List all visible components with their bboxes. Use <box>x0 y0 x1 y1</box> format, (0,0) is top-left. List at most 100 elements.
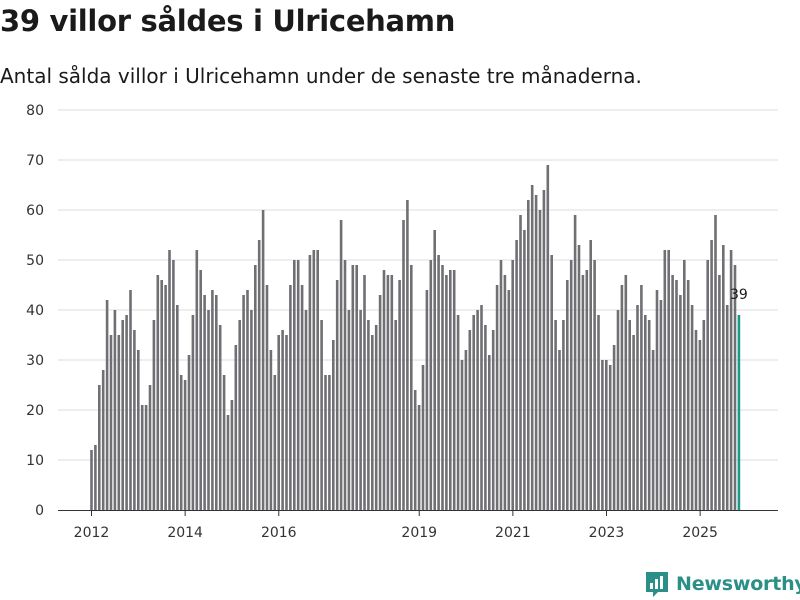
bar <box>109 335 113 510</box>
bar <box>390 275 394 510</box>
bar <box>569 260 573 510</box>
bar <box>191 315 195 510</box>
x-tick-label: 2023 <box>589 525 625 541</box>
bar <box>694 330 698 510</box>
bar <box>304 310 308 510</box>
bar <box>320 320 323 510</box>
axes: 0 10 20 30 40 50 60 70 80 2012 2014 2016 2019 2021 202… <box>26 103 778 541</box>
bar <box>437 255 440 510</box>
bar <box>542 190 546 510</box>
bar <box>550 255 553 510</box>
bar <box>152 320 156 510</box>
bar <box>125 315 128 510</box>
bar <box>710 240 713 510</box>
bar <box>605 360 608 510</box>
y-tick-label: 0 <box>35 503 44 519</box>
bar <box>725 305 729 510</box>
bar <box>620 285 624 510</box>
bar <box>702 320 706 510</box>
bar <box>534 195 538 510</box>
bar <box>215 295 218 510</box>
bar <box>328 375 331 510</box>
bar <box>203 295 206 510</box>
bar <box>273 375 277 510</box>
bar <box>644 315 647 510</box>
y-tick-label: 20 <box>26 403 44 419</box>
bar <box>546 165 550 510</box>
bar <box>254 265 257 510</box>
bar <box>679 295 682 510</box>
bar <box>308 255 312 510</box>
bar <box>179 375 183 510</box>
bar <box>597 315 600 510</box>
bar-highlight <box>737 315 741 510</box>
bar <box>156 275 160 510</box>
bar <box>640 285 643 510</box>
bar <box>402 220 405 510</box>
bar <box>335 280 339 510</box>
bar <box>394 320 397 510</box>
x-tick-label: 2014 <box>167 525 203 541</box>
bar <box>211 290 214 510</box>
bar <box>176 305 179 510</box>
bar <box>164 285 167 510</box>
newsworthy-logo[interactable]: Newsworthy <box>644 570 800 598</box>
chart-subtitle: Antal sålda villor i Ulricehamn under de… <box>0 64 642 88</box>
bar <box>690 305 694 510</box>
bar <box>226 415 230 510</box>
bar <box>222 375 226 510</box>
data-labels: 39 <box>730 287 748 303</box>
bar <box>718 275 721 510</box>
bar <box>378 295 382 510</box>
bar <box>410 265 413 510</box>
bar <box>195 250 199 510</box>
bar <box>449 270 452 510</box>
bar <box>289 285 292 510</box>
bar <box>511 260 514 510</box>
bar <box>359 310 362 510</box>
bar <box>332 340 335 510</box>
bar <box>339 220 343 510</box>
bar <box>507 290 511 510</box>
bar <box>425 290 429 510</box>
newsworthy-logo-text: Newsworthy <box>676 573 800 595</box>
bar <box>261 210 265 510</box>
y-tick-label: 60 <box>26 203 44 219</box>
bar <box>144 405 148 510</box>
bar <box>371 335 374 510</box>
bar <box>265 285 269 510</box>
bar <box>238 320 241 510</box>
bar <box>585 270 589 510</box>
x-tick-label: 2016 <box>261 525 297 541</box>
bar <box>671 275 674 510</box>
bar <box>121 320 124 510</box>
bar <box>433 230 436 510</box>
bar <box>636 305 639 510</box>
bar <box>421 365 425 510</box>
bar <box>417 405 421 510</box>
bar <box>722 245 725 510</box>
bar <box>382 270 386 510</box>
bar <box>129 290 132 510</box>
chart-title: 39 villor såldes i Ulricehamn <box>0 4 456 38</box>
y-tick-label: 10 <box>26 453 44 469</box>
bar <box>406 200 409 510</box>
bar <box>667 250 670 510</box>
bar <box>566 280 569 510</box>
bar <box>429 260 433 510</box>
bar <box>460 360 464 510</box>
bar <box>577 245 581 510</box>
bar <box>495 285 499 510</box>
bar <box>616 310 620 510</box>
bar <box>698 340 702 510</box>
bar <box>94 445 97 510</box>
bar <box>491 330 495 510</box>
y-tick-label: 40 <box>26 303 44 319</box>
bar <box>530 185 534 510</box>
bar <box>538 210 542 510</box>
bar <box>472 315 475 510</box>
bar <box>105 300 109 510</box>
x-tick-label: 2019 <box>401 525 437 541</box>
bar <box>624 275 628 510</box>
